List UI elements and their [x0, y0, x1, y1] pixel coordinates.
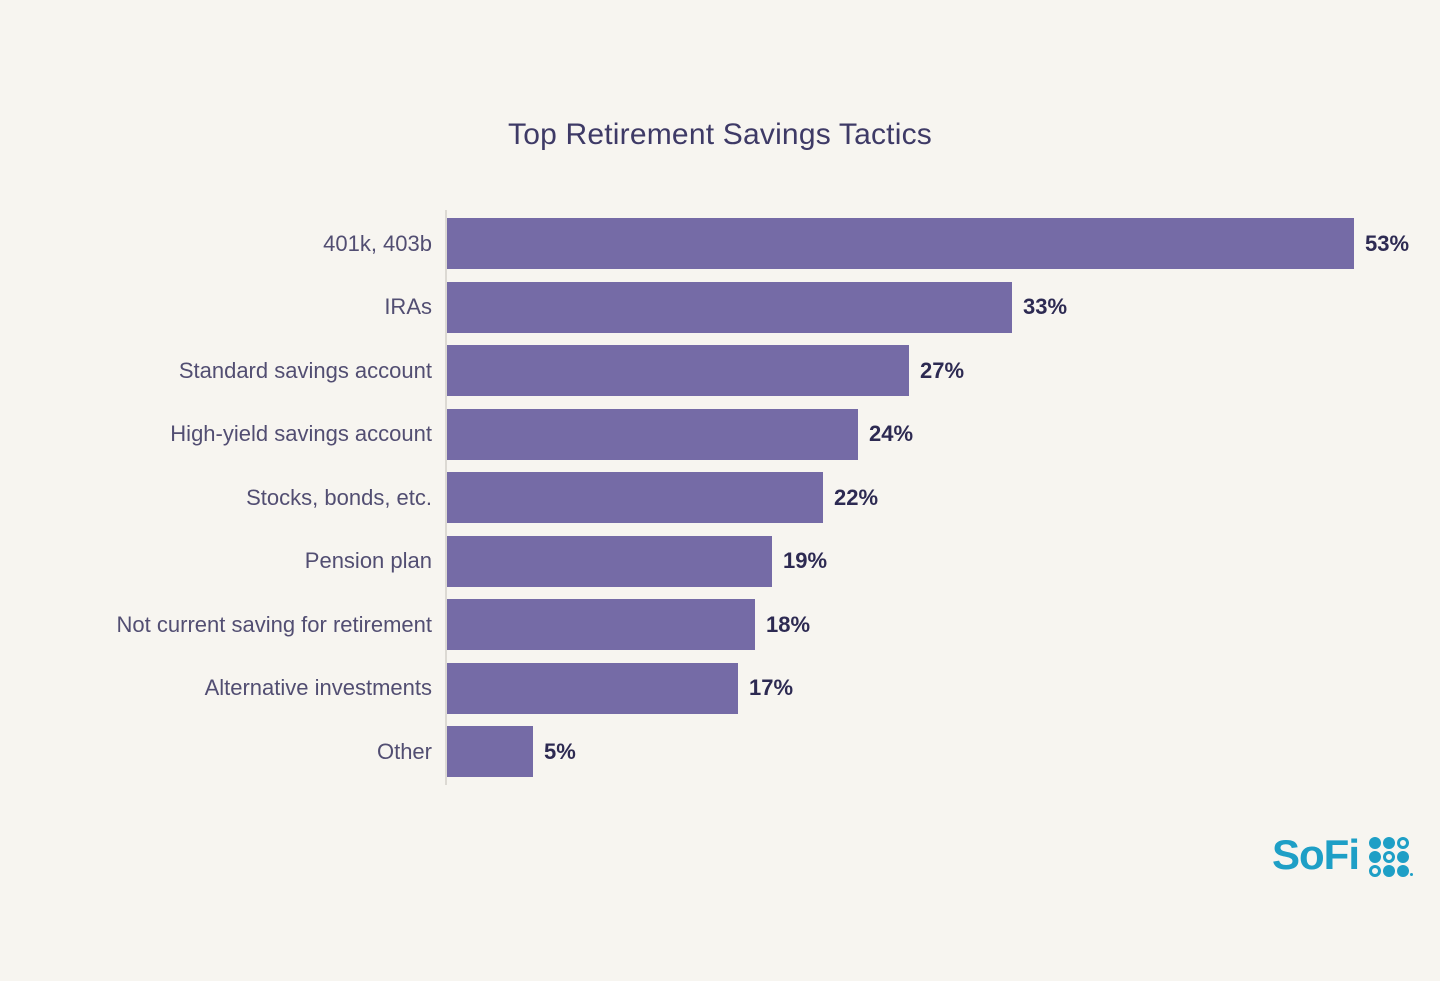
value-label: 17% — [749, 675, 794, 700]
value-label: 18% — [766, 611, 811, 637]
bar — [447, 408, 858, 460]
filled-dot — [1383, 865, 1395, 877]
bar — [447, 281, 1012, 333]
category-label: Not current saving for retirement — [116, 611, 432, 637]
bar — [447, 218, 1354, 269]
category-label: High-yield savings account — [170, 421, 432, 446]
trademark-dot — [1410, 873, 1413, 876]
sofi-logo: SoFi — [1272, 831, 1413, 879]
value-label: 27% — [920, 357, 965, 383]
value-label: 19% — [783, 548, 828, 573]
bar-row: Standard savings account 27% — [0, 345, 1440, 396]
category-label: 401k, 403b — [323, 230, 432, 256]
bar — [447, 472, 823, 523]
filled-dot — [1369, 837, 1381, 849]
category-label: Pension plan — [304, 548, 432, 573]
value-label: 5% — [544, 738, 576, 764]
category-label: Alternative investments — [204, 675, 432, 700]
outline-dot — [1383, 851, 1395, 863]
category-label: Other — [376, 738, 432, 764]
category-label: Stocks, bonds, etc. — [246, 484, 432, 510]
bar-row: 401k, 403b 53% — [0, 218, 1440, 269]
chart-title: Top Retirement Savings Tactics — [508, 118, 932, 151]
bar-chart: 401k, 403b 53% IRAs 33% Standard savings acc… — [0, 210, 1440, 785]
bar-row: High-yield savings account 24% — [0, 408, 1440, 460]
bar — [447, 345, 909, 396]
category-label: IRAs — [384, 294, 432, 319]
value-label: 53% — [1365, 230, 1410, 256]
outline-dot — [1397, 837, 1409, 849]
value-label: 24% — [869, 421, 914, 446]
bar — [447, 599, 755, 650]
bar-row: Other 5% — [0, 726, 1440, 777]
value-label: 22% — [834, 484, 879, 510]
value-label: 33% — [1023, 294, 1068, 319]
filled-dot — [1397, 865, 1409, 877]
filled-dot — [1383, 837, 1395, 849]
sofi-logo-text: SoFi — [1272, 831, 1360, 878]
bar-row: IRAs 33% — [0, 281, 1440, 333]
sofi-dot-grid-icon — [1369, 837, 1409, 877]
bar-row: Not current saving for retirement 18% — [0, 599, 1440, 650]
bar — [447, 726, 533, 777]
category-label: Standard savings account — [178, 357, 432, 383]
bar — [447, 535, 772, 587]
bar-row: Pension plan 19% — [0, 535, 1440, 587]
bar-row: Stocks, bonds, etc. 22% — [0, 472, 1440, 523]
filled-dot — [1369, 851, 1381, 863]
bar-row: Alternative investments 17% — [0, 662, 1440, 714]
filled-dot — [1397, 851, 1409, 863]
outline-dot — [1369, 865, 1381, 877]
bar — [447, 662, 738, 714]
